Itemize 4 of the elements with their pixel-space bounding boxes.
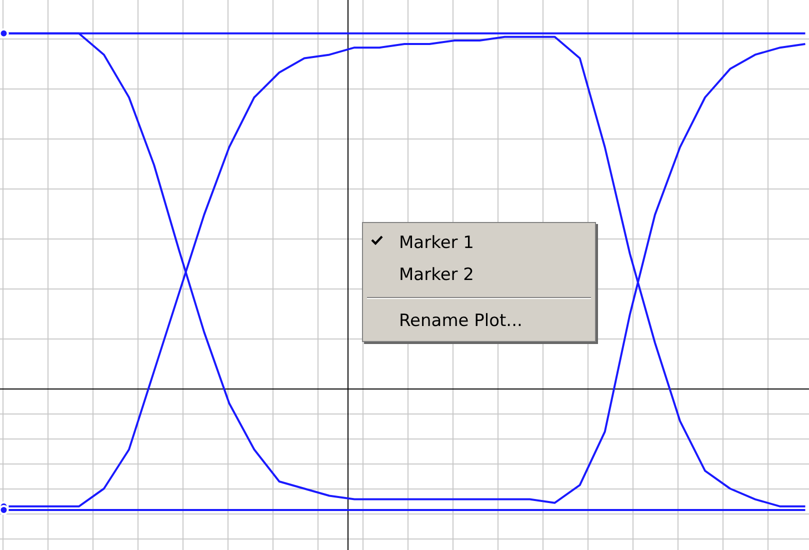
annotation: Marker 2 — [399, 265, 474, 285]
annotation: Marker 1 — [399, 233, 474, 253]
annotation: Rename Plot... — [399, 311, 522, 331]
context-menu: Marker 1 Marker 2 Rename Plot... — [362, 222, 596, 342]
